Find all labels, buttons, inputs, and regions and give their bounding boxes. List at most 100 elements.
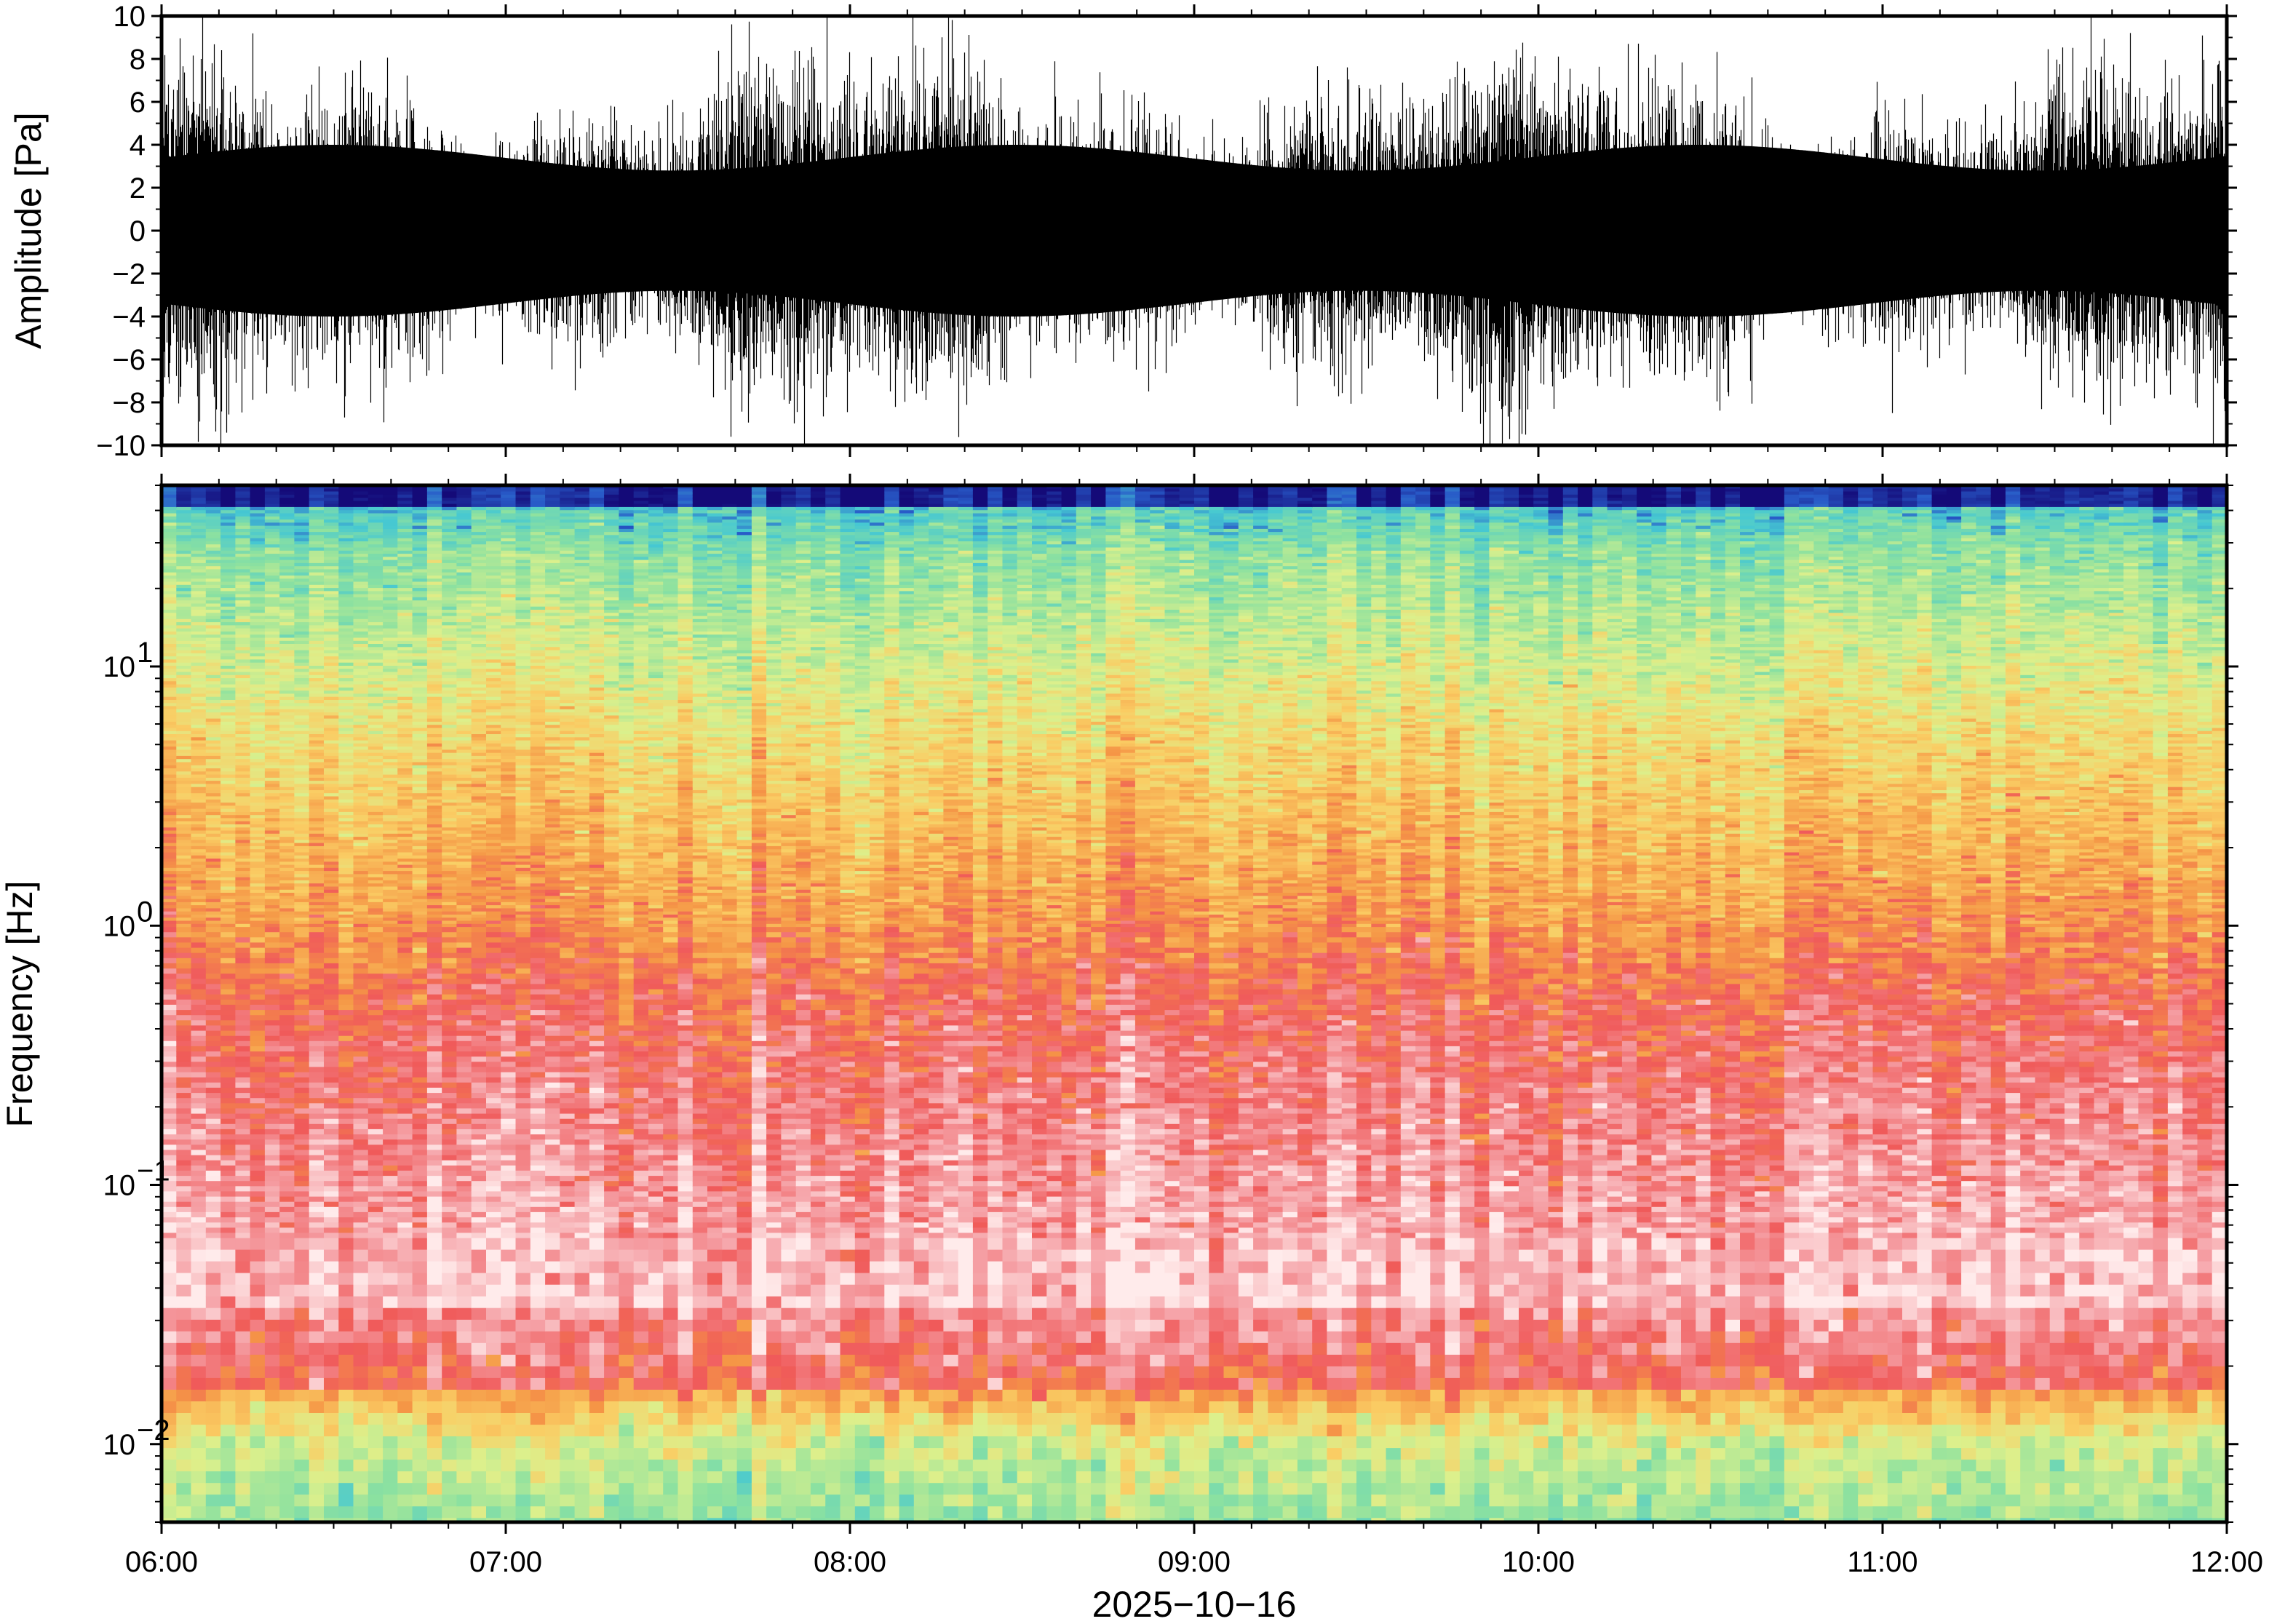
spectrogram-cell bbox=[250, 968, 266, 974]
spectrogram-cell bbox=[442, 1332, 457, 1344]
spectrogram-cell bbox=[162, 1308, 177, 1321]
spectrogram-cell bbox=[206, 1460, 221, 1472]
spectrogram-cell bbox=[162, 1067, 177, 1072]
spectrogram-cell bbox=[368, 1483, 384, 1495]
spectrogram-cell bbox=[368, 1108, 384, 1114]
spectrogram-cell bbox=[206, 1197, 221, 1203]
spectrogram-cell bbox=[368, 1098, 384, 1104]
spectrogram-cell bbox=[206, 927, 221, 933]
spectrogram-cell bbox=[354, 1250, 369, 1262]
spectrogram-cell bbox=[176, 927, 191, 933]
spectrogram-cell bbox=[294, 1425, 309, 1437]
spectrogram-cell bbox=[176, 1150, 191, 1155]
spectrogram-cell bbox=[397, 958, 413, 964]
spectrogram-cell bbox=[442, 1320, 457, 1332]
spectrogram-cell bbox=[220, 948, 236, 954]
spectrogram-cell bbox=[279, 1161, 295, 1166]
spectrogram-cell bbox=[279, 995, 295, 1000]
spectrogram-cell bbox=[265, 995, 280, 1000]
spectrogram-cell bbox=[265, 1093, 280, 1099]
spectrogram-cell bbox=[265, 1036, 280, 1042]
spectrogram-cell bbox=[456, 937, 472, 943]
spectrogram-cell bbox=[338, 1139, 354, 1145]
spectrogram-cell bbox=[250, 1139, 266, 1145]
spectrogram-cell bbox=[368, 1150, 384, 1155]
spectrogram-cell bbox=[309, 1494, 325, 1507]
spectrogram-cell bbox=[338, 1067, 354, 1072]
spectrogram-cell bbox=[354, 1108, 369, 1114]
spectrogram-cell bbox=[383, 1202, 398, 1208]
spectrogram-cell bbox=[338, 1483, 354, 1495]
spectrogram-cell bbox=[383, 1051, 398, 1057]
spectrogram-cell bbox=[413, 1083, 428, 1088]
spectrogram-cell bbox=[324, 1155, 339, 1161]
spectrogram-cell bbox=[279, 1494, 295, 1507]
spectrogram-cell bbox=[383, 1471, 398, 1484]
spectrogram-cell bbox=[368, 1078, 384, 1083]
spectrogram-cell bbox=[294, 1217, 309, 1223]
spectrogram-cell bbox=[456, 1506, 472, 1518]
spectrogram-cell bbox=[309, 1139, 325, 1145]
spectrogram-cell bbox=[456, 1212, 472, 1218]
spectrogram-cell bbox=[220, 1197, 236, 1203]
spectrogram-cell bbox=[456, 1056, 472, 1062]
spectrogram-cell bbox=[383, 1343, 398, 1356]
spectrogram-cell bbox=[294, 1139, 309, 1145]
spectrogram-cell bbox=[456, 1124, 472, 1130]
spectrogram-cell bbox=[309, 1051, 325, 1057]
spectrogram-cell bbox=[162, 1285, 177, 1297]
spectrogram-cell bbox=[279, 1078, 295, 1083]
spectrogram-cell bbox=[338, 1332, 354, 1344]
spectrogram-cell bbox=[250, 1436, 266, 1449]
spectrogram-cell bbox=[235, 1448, 250, 1460]
spectrogram-cell bbox=[397, 1051, 413, 1057]
spectrogram-cell bbox=[383, 1222, 398, 1228]
spectrogram-cell bbox=[220, 1273, 236, 1286]
spectrogram-cell bbox=[324, 1078, 339, 1083]
spectrogram-cell bbox=[338, 1390, 354, 1402]
spectrogram-cell bbox=[354, 1056, 369, 1062]
spectrogram-cell bbox=[324, 1114, 339, 1120]
spectrogram-cell bbox=[456, 1332, 472, 1344]
spectrogram-cell bbox=[354, 1186, 369, 1192]
spectrogram-cell bbox=[279, 1134, 295, 1140]
spectrogram-cell bbox=[176, 1425, 191, 1437]
spectrogram-cell bbox=[191, 1212, 207, 1218]
spectrogram-cell bbox=[265, 1233, 280, 1238]
spectrogram-cell bbox=[368, 1161, 384, 1166]
spectrogram-cell bbox=[220, 1202, 236, 1208]
spectrogram-cell bbox=[427, 1506, 442, 1518]
spectrogram-cell bbox=[265, 1139, 280, 1145]
spectrogram-cell bbox=[220, 984, 236, 990]
spectrogram-cell bbox=[442, 1343, 457, 1356]
spectrogram-cell bbox=[383, 1171, 398, 1177]
spectrogram-cell bbox=[413, 1114, 428, 1120]
spectrogram-cell bbox=[250, 927, 266, 933]
spectrogram-cell bbox=[427, 1031, 442, 1037]
spectrogram-cell bbox=[324, 1494, 339, 1507]
spectrogram-cell bbox=[191, 1031, 207, 1037]
spectrogram-cell bbox=[235, 1343, 250, 1356]
spectrogram-cell bbox=[309, 958, 325, 964]
spectrogram-cell bbox=[206, 1202, 221, 1208]
spectrogram-cell bbox=[265, 927, 280, 933]
spectrogram-cell bbox=[427, 1155, 442, 1161]
spectrogram-cell bbox=[265, 1083, 280, 1088]
spectrogram-cell bbox=[265, 1108, 280, 1114]
spectrogram-cell bbox=[442, 1145, 457, 1150]
spectrogram-cell bbox=[265, 1010, 280, 1016]
spectrogram-cell bbox=[191, 1425, 207, 1437]
spectrogram-cell bbox=[191, 1181, 207, 1187]
spectrogram-cell bbox=[427, 1227, 442, 1233]
spectrogram-cell bbox=[456, 1005, 472, 1011]
spectrogram-cell bbox=[162, 990, 177, 995]
spectrogram-cell bbox=[176, 1401, 191, 1414]
spectrogram-cell bbox=[279, 1207, 295, 1213]
spectrogram-cell bbox=[427, 937, 442, 943]
spectrogram-cell bbox=[354, 1134, 369, 1140]
spectrogram-cell bbox=[397, 1197, 413, 1203]
spectrogram-cell bbox=[191, 1238, 207, 1251]
spectrogram-cell bbox=[397, 1078, 413, 1083]
spectrogram-cell bbox=[427, 1343, 442, 1356]
spectrogram-cell bbox=[250, 1366, 266, 1379]
